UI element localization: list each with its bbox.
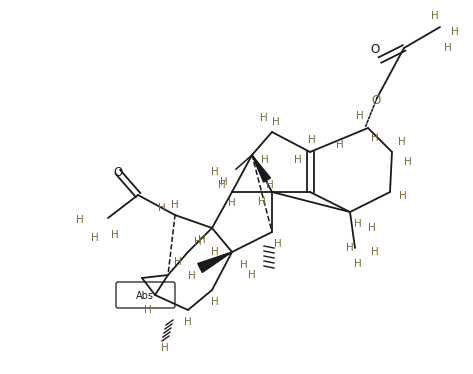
FancyBboxPatch shape — [116, 282, 175, 308]
Text: H: H — [368, 223, 376, 233]
Text: H: H — [346, 243, 354, 253]
Text: H: H — [371, 133, 379, 143]
Text: H: H — [76, 215, 84, 225]
Text: H: H — [404, 157, 412, 167]
Text: H: H — [431, 11, 439, 21]
Text: H: H — [336, 140, 344, 150]
Text: H: H — [308, 135, 316, 145]
Text: H: H — [211, 167, 219, 177]
Text: H: H — [260, 113, 268, 123]
Text: O: O — [371, 94, 381, 107]
Text: H: H — [274, 239, 282, 249]
Text: H: H — [354, 219, 362, 229]
Text: H: H — [198, 235, 206, 245]
Text: H: H — [240, 260, 248, 270]
Text: O: O — [370, 43, 380, 55]
Text: H: H — [261, 155, 269, 165]
Text: H: H — [228, 198, 236, 208]
Text: H: H — [111, 230, 119, 240]
Text: H: H — [218, 180, 226, 190]
Text: H: H — [371, 247, 379, 257]
Text: H: H — [174, 257, 182, 267]
Text: H: H — [211, 247, 219, 257]
Text: H: H — [356, 111, 364, 121]
Text: H: H — [158, 203, 166, 213]
Polygon shape — [198, 252, 232, 273]
Text: H: H — [266, 180, 274, 190]
Text: H: H — [451, 27, 459, 37]
Text: H: H — [171, 200, 179, 210]
Text: H: H — [161, 343, 169, 353]
Text: H: H — [294, 155, 302, 165]
Text: H: H — [211, 297, 219, 307]
Text: H: H — [248, 270, 256, 280]
Text: H: H — [188, 271, 196, 281]
Text: H: H — [220, 177, 228, 187]
Text: H: H — [184, 317, 192, 327]
Text: Abs: Abs — [136, 291, 154, 301]
Text: H: H — [272, 117, 280, 127]
Polygon shape — [252, 155, 271, 182]
Text: H: H — [444, 43, 452, 53]
Text: H: H — [91, 233, 99, 243]
Text: H: H — [144, 305, 152, 315]
Text: H: H — [354, 259, 362, 269]
Text: H: H — [398, 137, 406, 147]
Text: H: H — [194, 237, 202, 247]
Text: O: O — [114, 166, 123, 178]
Text: H: H — [258, 197, 266, 207]
Text: H: H — [399, 191, 407, 201]
